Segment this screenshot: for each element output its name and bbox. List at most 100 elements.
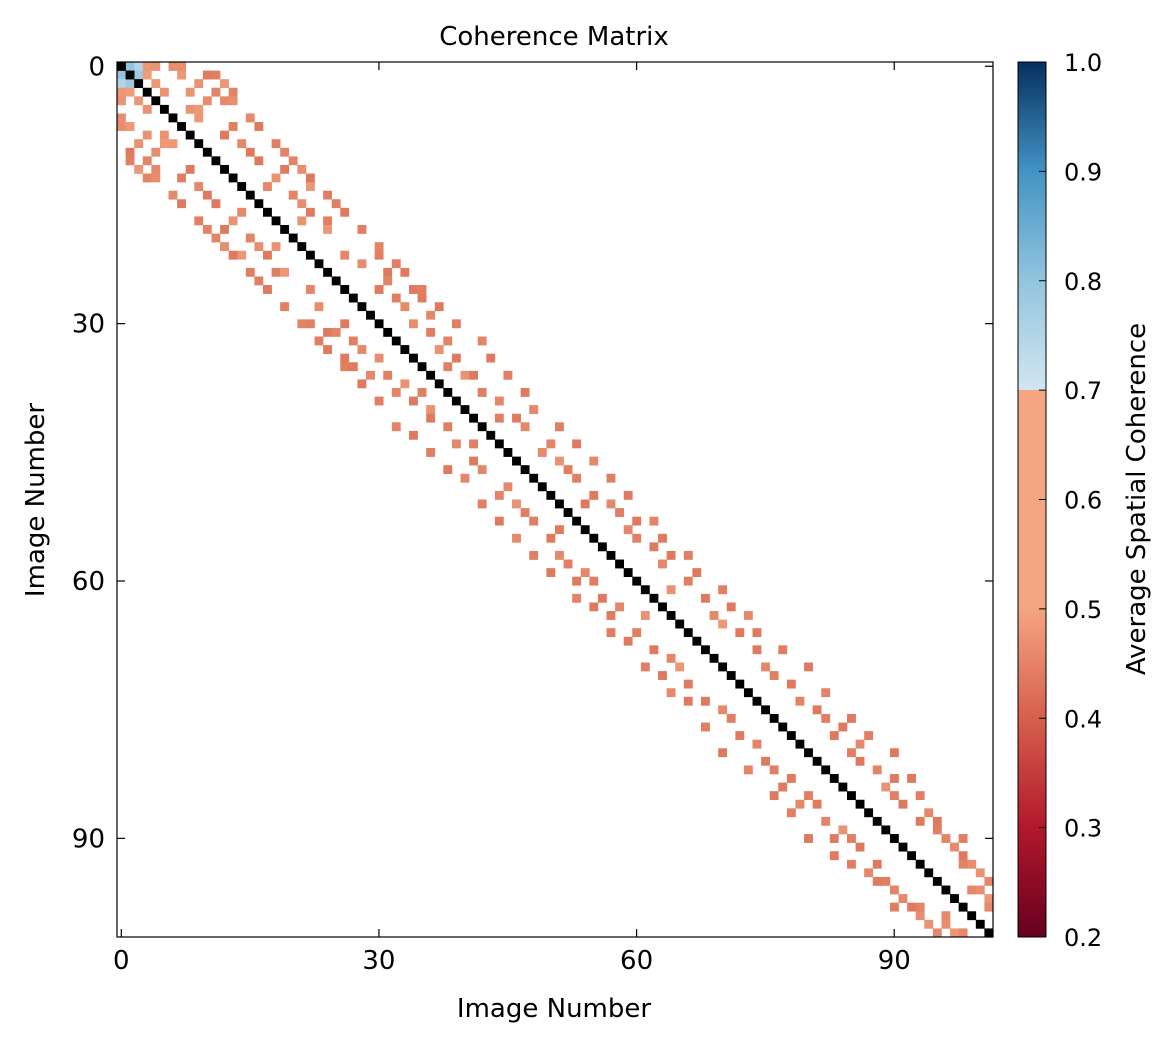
heatmap-cell xyxy=(958,859,968,869)
heatmap-cell xyxy=(967,885,977,895)
y-tick-label: 30 xyxy=(72,310,105,340)
heatmap-cell xyxy=(967,859,977,869)
heatmap-cell xyxy=(924,808,934,818)
heatmap-cell xyxy=(477,499,487,509)
diagonal-cell xyxy=(838,782,848,792)
heatmap-cell xyxy=(864,731,874,740)
diagonal-cell xyxy=(786,731,796,740)
x-tick-label: 60 xyxy=(620,946,653,976)
diagonal-cell xyxy=(872,816,882,826)
heatmap-cell xyxy=(872,765,882,775)
heatmap-cell xyxy=(546,533,556,543)
heatmap-cell xyxy=(537,448,547,457)
y-axis-label: Image Number xyxy=(21,403,51,597)
heatmap-cell xyxy=(520,387,530,397)
heatmap-cell xyxy=(151,164,161,174)
diagonal-cell xyxy=(142,87,152,97)
heatmap-cell xyxy=(683,550,693,560)
diagonal-cell xyxy=(898,842,908,852)
heatmap-cell xyxy=(597,593,607,603)
heatmap-cell xyxy=(778,645,788,655)
heatmap-cell xyxy=(735,628,745,638)
heatmap-cell xyxy=(743,765,753,775)
diagonal-cell xyxy=(907,851,917,861)
diagonal-cell xyxy=(537,482,547,492)
heatmap-cell xyxy=(795,799,805,809)
heatmap-cell xyxy=(280,267,290,277)
heatmap-cell xyxy=(847,834,856,843)
heatmap-cell xyxy=(469,456,479,466)
heatmap-cell xyxy=(125,156,135,166)
plot-frame xyxy=(116,61,994,938)
heatmap-cell xyxy=(460,473,470,483)
heatmap-cell xyxy=(125,79,135,89)
heatmap-cell xyxy=(288,156,298,166)
x-axis-label: Image Number xyxy=(457,994,651,1024)
heatmap-cell xyxy=(821,713,831,723)
heatmap-cell xyxy=(486,353,496,363)
heatmap-cell xyxy=(838,722,848,732)
heatmap-cell xyxy=(314,302,324,312)
heatmap-cell xyxy=(168,190,178,200)
heatmap-cell xyxy=(374,353,384,363)
diagonal-cell xyxy=(726,671,736,680)
heatmap-cell xyxy=(589,602,599,612)
heatmap-cell xyxy=(812,799,822,809)
heatmap-cell xyxy=(907,902,917,912)
diagonal-cell xyxy=(297,242,307,252)
heatmap-cell xyxy=(331,327,341,337)
heatmap-cell xyxy=(563,465,573,475)
diagonal-cell xyxy=(245,190,255,200)
heatmap-cell xyxy=(932,928,942,938)
heatmap-cell xyxy=(889,748,899,758)
heatmap-cell xyxy=(615,602,625,612)
heatmap-cell xyxy=(889,791,899,801)
heatmap-cell xyxy=(821,688,831,698)
heatmap-cell xyxy=(245,233,255,243)
heatmap-cell xyxy=(520,422,530,432)
heatmap-cell xyxy=(125,62,135,71)
heatmap-cell xyxy=(426,327,436,337)
diagonal-cell xyxy=(743,688,753,698)
heatmap-cell xyxy=(134,139,144,149)
heatmap-cell xyxy=(254,156,264,166)
diagonal-cell xyxy=(503,448,513,457)
heatmap-cell xyxy=(950,842,959,852)
heatmap-cell xyxy=(649,516,659,526)
heatmap-cell xyxy=(924,919,934,929)
diagonal-cell xyxy=(202,147,212,157)
heatmap-cell xyxy=(331,199,341,209)
heatmap-cell xyxy=(297,164,307,174)
heatmap-cell xyxy=(701,696,710,706)
heatmap-cell xyxy=(477,387,487,397)
heatmap-cell xyxy=(786,808,796,818)
heatmap-cell xyxy=(640,611,650,620)
diagonal-cell xyxy=(529,473,539,483)
heatmap-cell xyxy=(271,242,281,252)
heatmap-cell xyxy=(194,216,204,226)
heatmap-cell xyxy=(975,885,985,895)
diagonal-cell xyxy=(812,756,822,766)
heatmap-cell xyxy=(864,868,874,878)
diagonal-cell xyxy=(958,902,968,912)
heatmap-cell xyxy=(932,816,942,826)
heatmap-cell xyxy=(735,731,745,740)
heatmap-cell xyxy=(228,96,238,106)
diagonal-cell xyxy=(263,207,272,217)
heatmap-cell xyxy=(632,628,642,638)
heatmap-cell xyxy=(280,164,290,174)
heatmap-cell xyxy=(632,516,642,526)
heatmap-cell xyxy=(228,216,238,226)
diagonal-cell xyxy=(426,370,436,380)
heatmap-cell xyxy=(409,430,418,440)
heatmap-cell xyxy=(606,499,616,509)
heatmap-cell xyxy=(177,173,187,183)
diagonal-cell xyxy=(709,653,719,663)
diagonal-cell xyxy=(391,336,401,346)
colorbar-tick-label: 1.0 xyxy=(1064,49,1102,77)
colorbar-tick-label: 0.9 xyxy=(1064,158,1102,186)
heatmap-cell xyxy=(726,602,736,612)
heatmap-cell xyxy=(701,593,710,603)
heatmap-cell xyxy=(623,636,633,646)
heatmap-cell xyxy=(323,190,333,200)
